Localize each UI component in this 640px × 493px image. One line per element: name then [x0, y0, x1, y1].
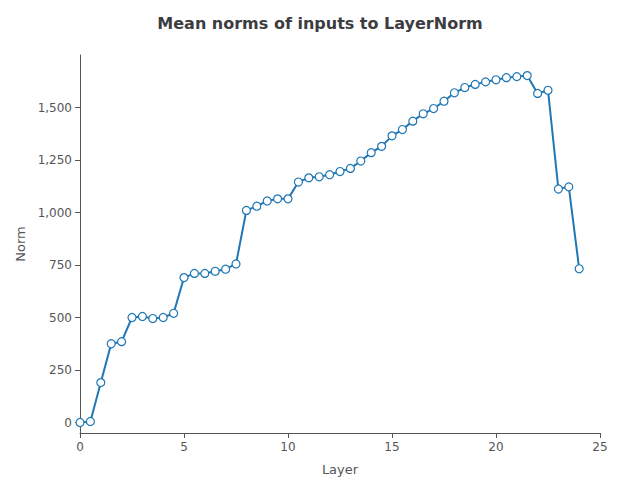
svg-text:1,000: 1,000 — [38, 206, 72, 220]
svg-text:1,250: 1,250 — [38, 153, 72, 167]
svg-text:750: 750 — [49, 258, 72, 272]
svg-text:25: 25 — [592, 440, 607, 454]
svg-text:Norm: Norm — [13, 226, 28, 261]
svg-text:500: 500 — [49, 311, 72, 325]
svg-text:0: 0 — [76, 440, 84, 454]
svg-text:250: 250 — [49, 363, 72, 377]
svg-text:20: 20 — [488, 440, 503, 454]
svg-text:Mean norms of inputs to LayerN: Mean norms of inputs to LayerNorm — [157, 14, 482, 33]
svg-text:10: 10 — [280, 440, 295, 454]
svg-text:1,500: 1,500 — [38, 101, 72, 115]
svg-text:Layer: Layer — [322, 462, 359, 477]
svg-text:0: 0 — [64, 416, 72, 430]
svg-text:15: 15 — [384, 440, 399, 454]
svg-text:5: 5 — [180, 440, 188, 454]
